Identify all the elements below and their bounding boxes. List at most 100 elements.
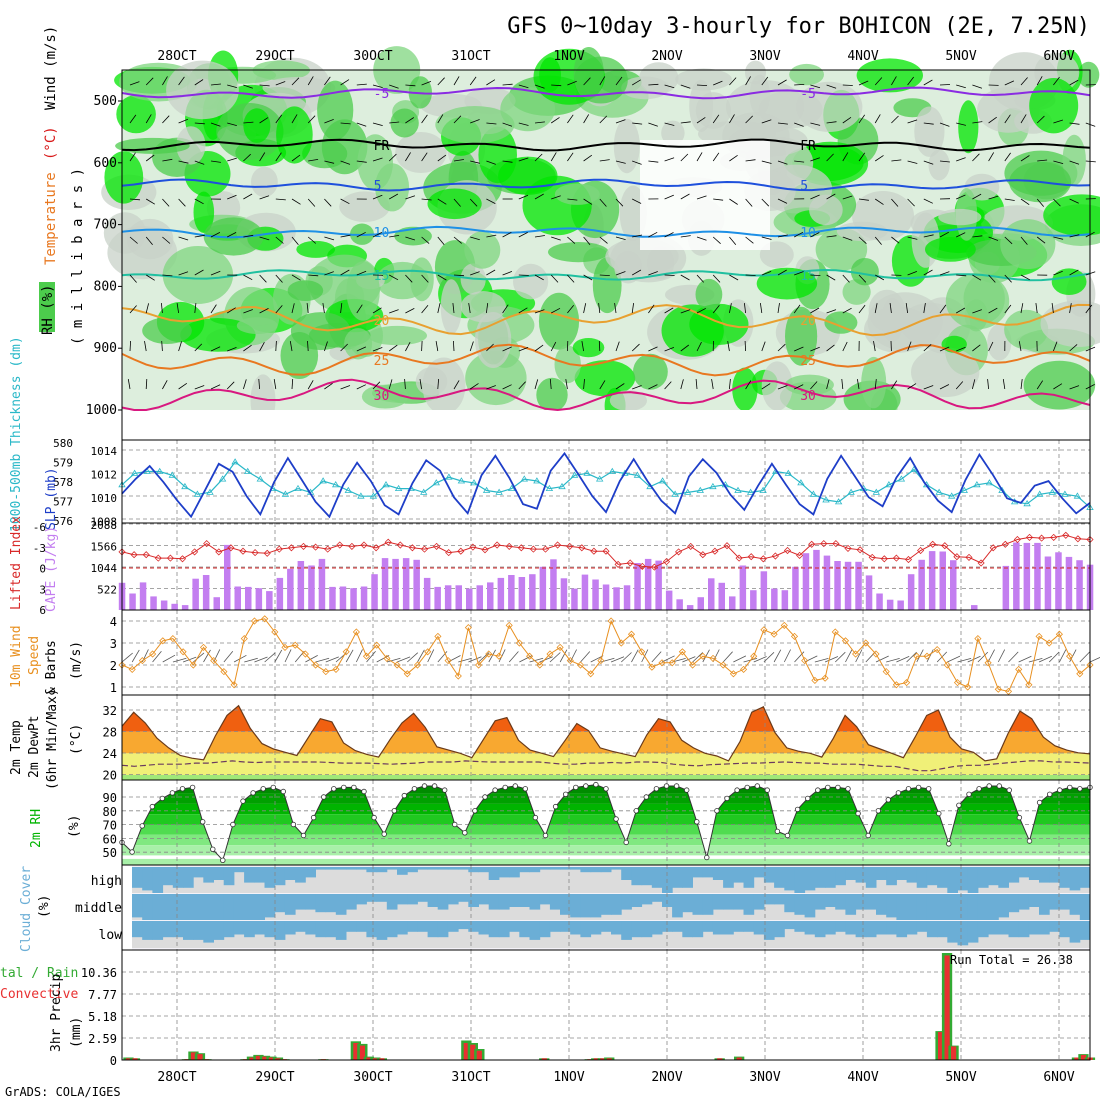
cloud-cell (723, 921, 734, 935)
rh-point (170, 791, 175, 796)
rh-point (947, 842, 952, 847)
cloud-cell (652, 894, 663, 902)
wind10-barb (703, 650, 710, 662)
cloud-cell (377, 921, 388, 940)
cloud-cell (1059, 921, 1070, 937)
rh-point (906, 787, 911, 792)
cloud-cell (805, 867, 816, 890)
isotherm-label: 5 (800, 179, 808, 194)
cloud-cell (998, 894, 1009, 917)
rh-point (684, 788, 689, 793)
cloud-cell (631, 921, 642, 937)
date-label-top: 28OCT (157, 49, 196, 64)
rh-blob (689, 304, 748, 345)
cloud-cell (285, 894, 296, 915)
isotherm-label: -5 (800, 87, 816, 102)
profile-ytick: 1000 (86, 403, 117, 418)
cape-bar (750, 590, 757, 610)
rh-point (362, 789, 367, 794)
rh2m-label: 2m RH (29, 809, 44, 848)
cape-bar (171, 604, 178, 610)
rh-point (624, 840, 629, 845)
cape-bar (1024, 543, 1031, 610)
cape-bar (140, 582, 147, 610)
cape-bar (308, 566, 315, 611)
rh-point (785, 833, 790, 838)
rh-blob (1000, 219, 1055, 269)
cloud-cell (693, 867, 704, 877)
rh-blob (166, 61, 239, 120)
rh-ytick: 90 (103, 791, 117, 805)
cloud-cell (377, 867, 388, 872)
rh-blob (925, 237, 976, 262)
rh-point (1058, 788, 1063, 793)
cloud-cell (417, 867, 428, 870)
cloud-cell (774, 921, 785, 937)
rh-point (735, 788, 740, 793)
rh-point (463, 831, 468, 836)
cloud-cell (305, 921, 316, 935)
cape-bar (676, 599, 683, 610)
cape-ytick: 1044 (91, 562, 118, 575)
cloud-cell (489, 894, 500, 910)
cloud-cell (642, 921, 653, 937)
cape-bar (708, 578, 715, 610)
rh-ytick: 70 (103, 819, 117, 833)
cloud-cell (315, 921, 326, 937)
rh-point (442, 788, 447, 793)
rh-point (483, 795, 488, 800)
cloud-cell (193, 894, 204, 920)
rh-band (122, 814, 1090, 824)
cloud-cell (295, 921, 306, 932)
date-label-top: 29OCT (255, 49, 294, 64)
wind10-line (122, 619, 1090, 692)
cloud-cell (917, 894, 928, 920)
cloud-cell (1070, 867, 1081, 890)
isotherm-label: 5 (374, 179, 382, 194)
cloud-cell (356, 894, 367, 904)
cape-bar (813, 550, 820, 610)
wind10-barb (845, 650, 852, 662)
slp-ytick: 1010 (91, 492, 118, 505)
cloud-cell (468, 921, 479, 932)
wind-barb (746, 275, 756, 276)
precip-panel: 10.367.775.182.590 (81, 950, 1095, 1068)
cloud-cell (794, 894, 805, 915)
cloud-cell (173, 867, 184, 888)
rh-point (231, 822, 236, 827)
cloud-cell (580, 894, 591, 917)
temp-label3: (6hr Min/Max) (45, 688, 60, 790)
cloud-cell (265, 867, 276, 888)
cloud-cell (1009, 894, 1020, 912)
cloud-cell (856, 867, 867, 883)
cape-bar (918, 560, 925, 610)
precip-unit: (mm) (69, 1017, 84, 1048)
cloud-cell (601, 867, 612, 872)
date-label-bottom: 4NOV (847, 1070, 878, 1085)
wind10-barb (1080, 652, 1090, 662)
cloud-cell (203, 894, 214, 920)
wind10-barb (122, 653, 133, 662)
rh-blob (422, 358, 465, 415)
cloud-cell (1080, 921, 1091, 940)
thickness-label: 1000-500mb Thickness (dm) (9, 336, 24, 532)
rh-point (382, 832, 387, 837)
chart-title: GFS 0~10day 3-hourly for BOHICON (2E, 7.… (507, 14, 1090, 39)
cape-bar (361, 587, 368, 611)
cape-bar (424, 578, 431, 610)
cape-bar (929, 551, 936, 610)
cape-bar (782, 590, 789, 610)
wind-unit: (m/s) (69, 641, 84, 680)
rh-blob (539, 293, 579, 350)
rh-point (876, 809, 881, 814)
cloud-cell (458, 867, 469, 870)
cape-bar (445, 585, 452, 610)
cloud-cell (733, 921, 744, 932)
rh2m-ylabels: 2m RH (%) (29, 809, 82, 848)
date-label-bottom: 1NOV (553, 1070, 584, 1085)
rh-point (1078, 787, 1083, 792)
wind10-barb (1008, 652, 1018, 662)
